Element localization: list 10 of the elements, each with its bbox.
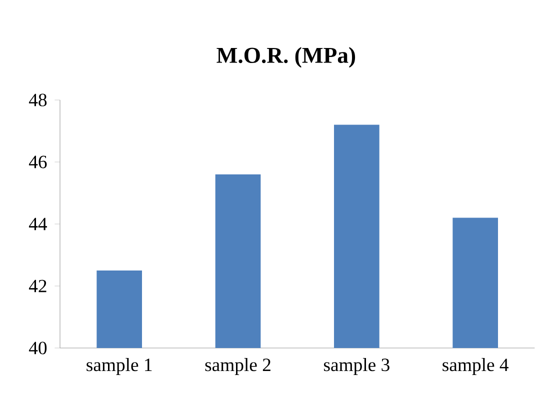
y-tick-label: 48 [28,94,47,106]
y-tick-label: 40 [28,342,47,354]
chart-title: M.O.R. (MPa) [216,47,356,68]
y-tick-label: 44 [28,218,48,230]
x-tick-label: sample 1 [86,358,152,375]
x-tick-label: sample 3 [324,358,390,375]
y-tick-label: 42 [28,280,46,292]
y-tick-label: 46 [28,156,47,168]
x-tick-label: sample 2 [205,358,270,375]
x-tick-label: sample 4 [442,358,508,375]
